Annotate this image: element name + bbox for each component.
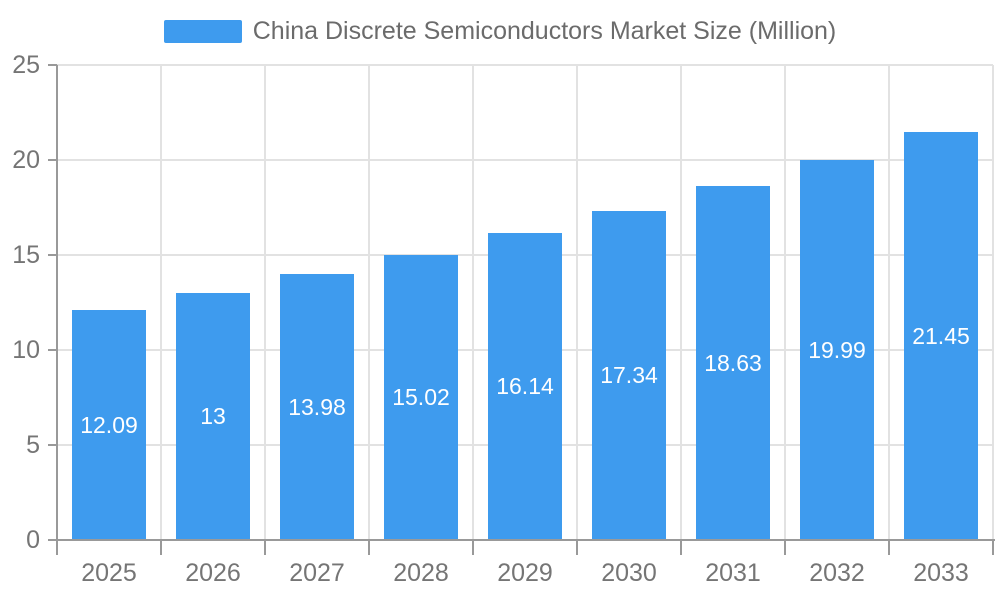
y-axis-tick-5 bbox=[48, 444, 57, 446]
bar-2026[interactable]: 13 bbox=[176, 293, 250, 540]
x-axis-line bbox=[56, 539, 995, 541]
gridline-vertical-4 bbox=[472, 65, 474, 540]
gridline-horizontal-25 bbox=[57, 64, 993, 66]
x-axis-tick-1 bbox=[160, 540, 162, 555]
x-tick-label-2029: 2029 bbox=[497, 559, 553, 587]
bar-2031[interactable]: 18.63 bbox=[696, 186, 770, 540]
bar-2030[interactable]: 17.34 bbox=[592, 210, 666, 540]
x-tick-label-2031: 2031 bbox=[705, 559, 761, 587]
y-axis-line bbox=[56, 65, 58, 555]
bar-value-label-2032: 19.99 bbox=[808, 336, 866, 363]
gridline-vertical-7 bbox=[784, 65, 786, 540]
x-tick-label-2025: 2025 bbox=[81, 559, 137, 587]
gridline-vertical-3 bbox=[368, 65, 370, 540]
x-axis-tick-6 bbox=[680, 540, 682, 555]
bar-2025[interactable]: 12.09 bbox=[72, 310, 146, 540]
gridline-vertical-2 bbox=[264, 65, 266, 540]
x-axis-tick-5 bbox=[576, 540, 578, 555]
y-axis-tick-10 bbox=[48, 349, 57, 351]
bar-value-label-2025: 12.09 bbox=[80, 411, 138, 438]
legend-label: China Discrete Semiconductors Market Siz… bbox=[252, 16, 837, 45]
gridline-vertical-5 bbox=[576, 65, 578, 540]
y-tick-label-25: 25 bbox=[12, 51, 40, 79]
gridline-horizontal-20 bbox=[57, 159, 993, 161]
x-tick-label-2028: 2028 bbox=[393, 559, 449, 587]
x-tick-label-2026: 2026 bbox=[185, 559, 241, 587]
y-axis-tick-15 bbox=[48, 254, 57, 256]
gridline-vertical-6 bbox=[680, 65, 682, 540]
legend-item[interactable]: China Discrete Semiconductors Market Siz… bbox=[0, 16, 1000, 46]
y-tick-label-20: 20 bbox=[12, 146, 40, 174]
y-tick-label-5: 5 bbox=[26, 431, 40, 459]
y-tick-label-0: 0 bbox=[26, 526, 40, 554]
bar-value-label-2030: 17.34 bbox=[600, 361, 658, 388]
y-axis-tick-0 bbox=[48, 539, 57, 541]
bar-2033[interactable]: 21.45 bbox=[904, 132, 978, 540]
x-tick-label-2030: 2030 bbox=[601, 559, 657, 587]
x-tick-label-2033: 2033 bbox=[913, 559, 969, 587]
x-axis-tick-9 bbox=[992, 540, 994, 555]
y-axis-tick-25 bbox=[48, 64, 57, 66]
y-tick-label-10: 10 bbox=[12, 336, 40, 364]
x-tick-label-2027: 2027 bbox=[289, 559, 345, 587]
bar-value-label-2029: 16.14 bbox=[496, 373, 554, 400]
bar-2028[interactable]: 15.02 bbox=[384, 254, 458, 540]
x-axis-tick-8 bbox=[888, 540, 890, 555]
gridline-vertical-9 bbox=[992, 65, 994, 540]
bar-2027[interactable]: 13.98 bbox=[280, 274, 354, 540]
x-axis-tick-3 bbox=[368, 540, 370, 555]
x-axis-tick-2 bbox=[264, 540, 266, 555]
x-tick-label-2032: 2032 bbox=[809, 559, 865, 587]
x-axis-tick-4 bbox=[472, 540, 474, 555]
bar-value-label-2027: 13.98 bbox=[288, 393, 346, 420]
bar-value-label-2031: 18.63 bbox=[704, 349, 762, 376]
y-axis-tick-20 bbox=[48, 159, 57, 161]
bar-2032[interactable]: 19.99 bbox=[800, 160, 874, 540]
bar-value-label-2028: 15.02 bbox=[392, 383, 450, 410]
legend-swatch-icon bbox=[163, 19, 242, 43]
gridline-vertical-8 bbox=[888, 65, 890, 540]
y-tick-label-15: 15 bbox=[12, 241, 40, 269]
bar-2029[interactable]: 16.14 bbox=[488, 233, 562, 540]
x-axis-tick-7 bbox=[784, 540, 786, 555]
bar-value-label-2026: 13 bbox=[200, 403, 226, 429]
bar-value-label-2033: 21.45 bbox=[912, 322, 970, 349]
gridline-vertical-1 bbox=[160, 65, 162, 540]
